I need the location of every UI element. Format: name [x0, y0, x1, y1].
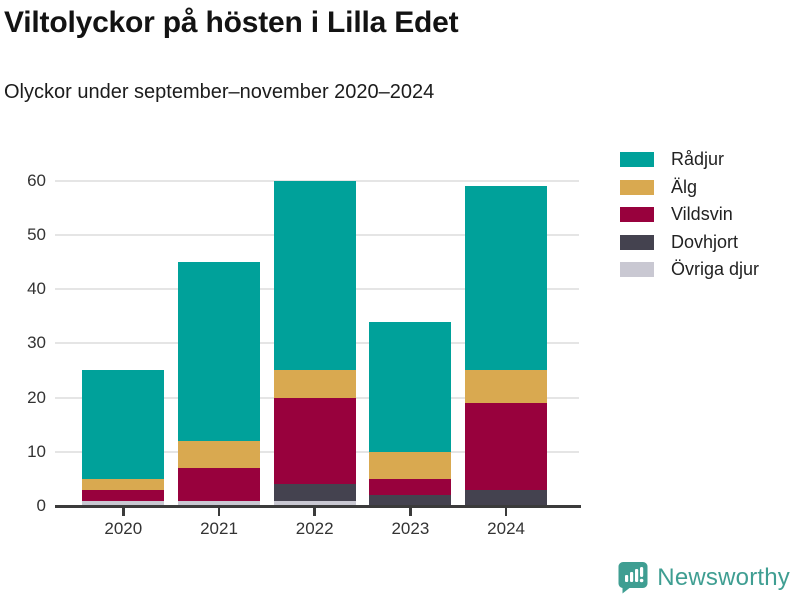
bar-segment-2024-Älg: [465, 370, 548, 403]
x-tick-2024: [504, 507, 508, 516]
legend-label: Älg: [671, 176, 698, 197]
bar-segment-2021-Älg: [178, 440, 260, 469]
brand-name: Newsworthy: [657, 563, 790, 591]
x-axis-label-2021: 2021: [200, 519, 238, 538]
legend-label: Rådjur: [671, 149, 725, 170]
bar-segment-2020-Vildsvin: [82, 489, 165, 501]
bar-segment-2020-Övriga djur: [82, 500, 165, 506]
x-tick-2021: [217, 507, 221, 516]
legend-swatch: [620, 179, 654, 195]
x-tick-2022: [313, 507, 316, 516]
y-axis-label: 30: [27, 333, 46, 353]
x-axis-label-2024: 2024: [487, 519, 525, 538]
chart-subtitle: Olyckor under september–november 2020–20…: [4, 81, 435, 103]
x-axis-label-2023: 2023: [391, 519, 430, 538]
newsworthy-brand-link[interactable]: Newsworthy: [618, 561, 790, 594]
legend-item-Övriga djur: Övriga djur: [620, 256, 759, 284]
y-axis-label: 50: [27, 224, 46, 244]
x-tick-2023: [409, 507, 412, 516]
legend-item-Rådjur: Rådjur: [620, 146, 759, 174]
bar-segment-2021-Övriga djur: [178, 500, 260, 506]
bar-segment-2020-Rådjur: [82, 370, 165, 479]
legend-swatch: [620, 234, 654, 250]
y-axis-label: 20: [27, 387, 46, 407]
bar-segment-2022-Dovhjort: [273, 484, 356, 501]
bar-segment-2024-Rådjur: [465, 185, 548, 371]
bar-segment-2021-Rådjur: [178, 261, 260, 441]
legend-item-Älg: Älg: [620, 174, 759, 202]
x-axis-label-2022: 2022: [295, 519, 334, 538]
legend: Rådjur Älg Vildsvin Dovhjort Övriga djur: [620, 146, 759, 284]
bar-segment-2023-Vildsvin: [369, 478, 452, 496]
bar-segment-2024-Vildsvin: [465, 402, 548, 490]
bar-segment-2022-Älg: [273, 370, 356, 398]
bar-segment-2023-Dovhjort: [369, 495, 452, 506]
x-axis-line: [55, 504, 581, 508]
bar-segment-2023-Älg: [369, 451, 452, 479]
newsworthy-logo-icon: [618, 562, 648, 594]
x-axis-label-2020: 2020: [104, 519, 143, 538]
bar-segment-2024-Dovhjort: [465, 489, 548, 506]
legend-label: Övriga djur: [671, 259, 760, 280]
legend-swatch: [620, 152, 654, 168]
legend-swatch: [620, 262, 654, 278]
legend-label: Vildsvin: [671, 204, 733, 225]
y-axis-label: 60: [27, 170, 46, 190]
bar-segment-2022-Rådjur: [273, 180, 356, 371]
chart-title: Viltolyckor på hösten i Lilla Edet: [4, 6, 459, 39]
bar-segment-2022-Övriga djur: [273, 500, 356, 506]
y-axis-label: 40: [27, 279, 46, 298]
y-axis-label: 0: [36, 496, 46, 515]
legend-swatch: [620, 207, 654, 223]
y-axis-label: 10: [27, 441, 46, 461]
bar-segment-2022-Vildsvin: [273, 397, 356, 485]
x-tick-2020: [122, 507, 125, 516]
legend-item-Vildsvin: Vildsvin: [620, 201, 759, 229]
legend-item-Dovhjort: Dovhjort: [620, 229, 759, 257]
bar-segment-2023-Rådjur: [369, 321, 452, 452]
bar-segment-2021-Vildsvin: [178, 468, 260, 501]
legend-label: Dovhjort: [671, 231, 739, 252]
bar-segment-2020-Älg: [82, 478, 165, 490]
